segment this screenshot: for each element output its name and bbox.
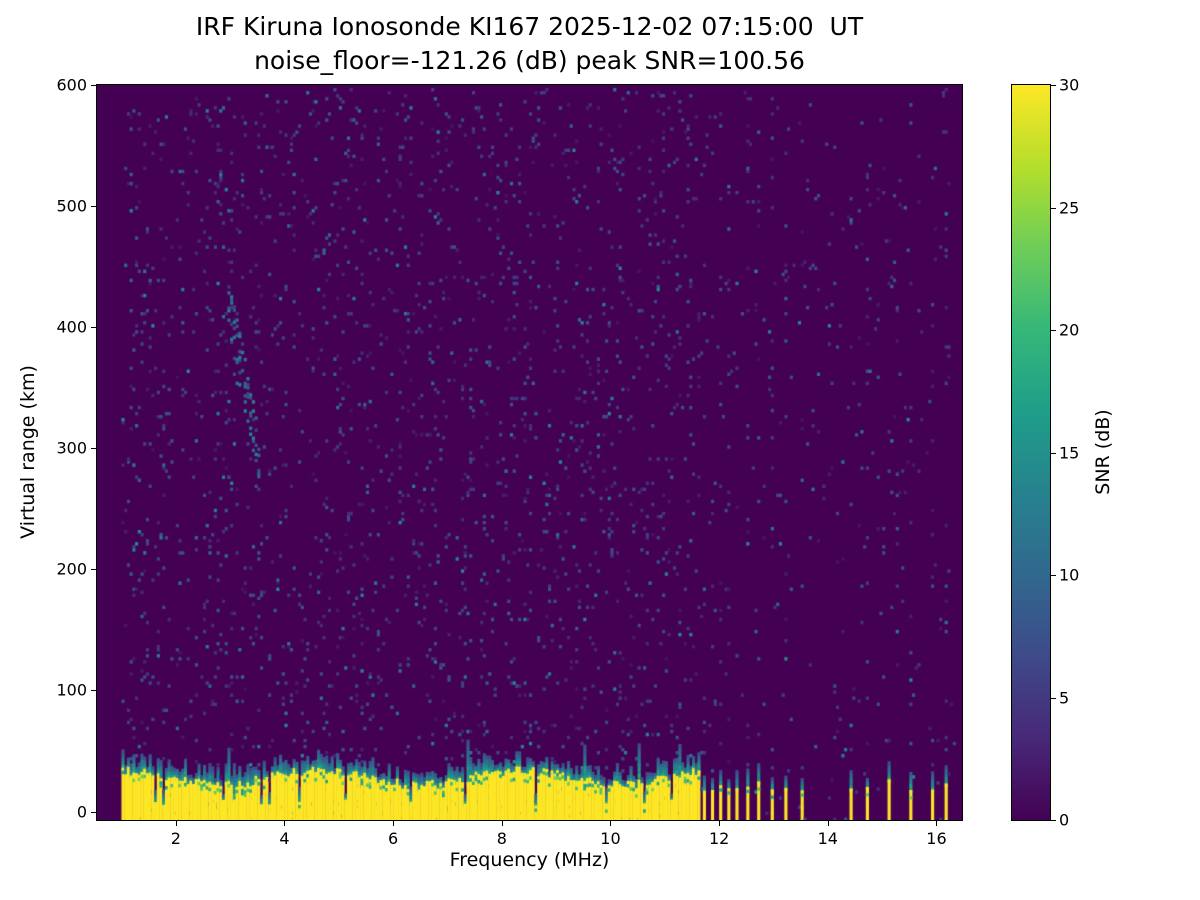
x-tick-label: 8 bbox=[496, 829, 507, 848]
x-tick-mark bbox=[175, 821, 177, 826]
x-tick-label: 2 bbox=[170, 829, 181, 848]
x-axis-label: Frequency (MHz) bbox=[449, 849, 610, 871]
y-tick-label: 500 bbox=[56, 196, 87, 216]
colorbar-tick-mark bbox=[1051, 575, 1056, 576]
colorbar-tick-mark bbox=[1051, 697, 1056, 699]
y-tick-mark bbox=[91, 448, 96, 450]
y-tick-label: 400 bbox=[56, 317, 87, 337]
colorbar-gradient bbox=[1011, 84, 1051, 821]
colorbar-tick-label: 5 bbox=[1059, 688, 1070, 707]
y-tick-label: 200 bbox=[56, 559, 87, 579]
y-tick-label: 100 bbox=[56, 680, 87, 700]
x-tick-label: 10 bbox=[600, 829, 621, 848]
x-tick-label: 14 bbox=[817, 829, 838, 848]
x-tick-mark bbox=[827, 821, 829, 826]
y-tick-label: 300 bbox=[56, 438, 87, 458]
colorbar-tick-label: 20 bbox=[1059, 320, 1080, 340]
x-tick-mark bbox=[284, 821, 286, 826]
colorbar-tick-mark bbox=[1051, 452, 1056, 454]
y-tick-label: 600 bbox=[56, 75, 87, 95]
colorbar-tick-label: 15 bbox=[1059, 443, 1080, 462]
colorbar-tick-label: 25 bbox=[1059, 198, 1080, 217]
y-tick-mark bbox=[91, 206, 96, 208]
x-tick-mark bbox=[393, 821, 395, 826]
heatmap-canvas bbox=[96, 84, 963, 821]
x-tick-mark bbox=[936, 821, 938, 826]
x-tick-mark bbox=[719, 821, 721, 826]
x-tick-mark bbox=[610, 821, 612, 826]
x-tick-label: 16 bbox=[926, 829, 947, 848]
colorbar-tick-mark bbox=[1051, 820, 1056, 821]
colorbar-tick-mark bbox=[1051, 207, 1056, 209]
colorbar-tick-label: 30 bbox=[1059, 75, 1080, 95]
colorbar-tick-label: 10 bbox=[1059, 565, 1080, 585]
colorbar-tick-label: 0 bbox=[1059, 810, 1070, 830]
chart-subtitle: noise_floor=-121.26 (dB) peak SNR=100.56 bbox=[254, 46, 805, 75]
colorbar-tick-mark bbox=[1051, 330, 1056, 331]
x-tick-mark bbox=[501, 821, 503, 826]
x-tick-label: 4 bbox=[279, 829, 290, 848]
y-tick-mark bbox=[91, 327, 96, 329]
x-tick-label: 6 bbox=[388, 829, 399, 848]
y-tick-mark bbox=[91, 85, 96, 86]
y-tick-label: 0 bbox=[76, 802, 87, 822]
y-tick-mark bbox=[91, 569, 96, 571]
colorbar-tick-mark bbox=[1051, 85, 1056, 86]
colorbar-label: SNR (dB) bbox=[1092, 409, 1114, 495]
x-tick-label: 12 bbox=[708, 829, 730, 848]
chart-title: IRF Kiruna Ionosonde KI167 2025-12-02 07… bbox=[195, 12, 864, 41]
y-axis-label: Virtual range (km) bbox=[17, 365, 39, 539]
y-tick-mark bbox=[91, 811, 96, 813]
y-tick-mark bbox=[91, 690, 96, 692]
